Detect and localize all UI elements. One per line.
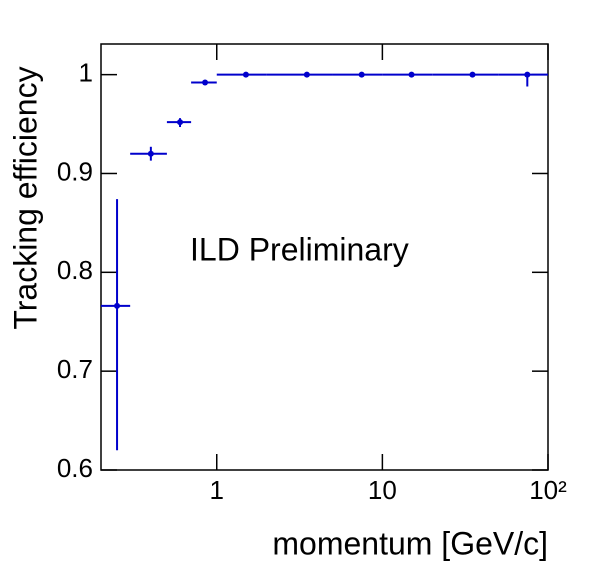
data-point xyxy=(524,71,531,78)
data-point xyxy=(358,71,365,78)
data-point xyxy=(408,71,415,78)
y-tick-label: 1 xyxy=(79,58,93,88)
data-point xyxy=(147,150,154,157)
y-tick-label: 0.9 xyxy=(57,156,93,186)
annotation: ILD Preliminary xyxy=(190,231,409,267)
x-tick-label: 10 xyxy=(368,475,397,505)
y-tick-label: 0.8 xyxy=(57,255,93,285)
data-point xyxy=(469,71,476,78)
x-tick-label: 10² xyxy=(529,475,567,505)
data-point xyxy=(114,302,121,309)
plot-frame xyxy=(100,43,549,471)
y-axis-title: Tracking efficiency xyxy=(7,66,43,329)
x-tick-label: 1 xyxy=(210,475,224,505)
data-point xyxy=(303,71,310,78)
data-point xyxy=(177,119,184,126)
y-tick-label: 0.7 xyxy=(57,354,93,384)
x-axis-title: momentum [GeV/c] xyxy=(272,525,548,561)
data-point xyxy=(202,79,209,86)
y-tick-label: 0.6 xyxy=(57,453,93,483)
data-point xyxy=(242,71,249,78)
